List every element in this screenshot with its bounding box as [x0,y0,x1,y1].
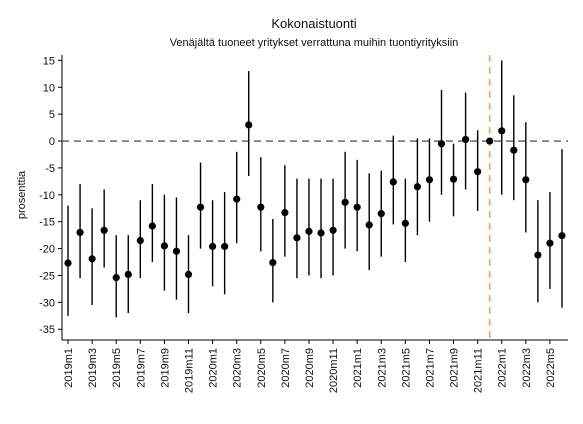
data-point [64,259,72,267]
y-tick-label: -5 [45,163,55,175]
y-tick-label: 5 [49,109,55,121]
data-point [221,242,229,251]
data-point [377,210,385,218]
y-tick-label: -35 [39,324,55,336]
x-tick-label: 2021m11 [473,348,485,393]
chart-subtitle: Venäjältä tuoneet yritykset verrattuna m… [170,37,459,49]
y-tick-label: -25 [39,270,55,282]
x-tick-label: 2021m9 [449,348,461,388]
x-tick-label: 2020m11 [328,348,340,393]
x-tick-label: 2020m7 [280,348,292,388]
data-point [365,221,373,229]
x-tick-label: 2019m5 [111,348,123,388]
data-point [413,183,422,191]
x-tick-label: 2020m9 [304,348,316,388]
x-tick-label: 2021m1 [352,348,364,388]
data-point [558,232,566,240]
plot-area: 15 10 5 0 -5 -10 -15 -20 -25 -30 -35 2019m1 2019m3 20… [39,55,568,393]
y-tick-label: -20 [39,244,55,256]
data-point [76,228,84,237]
chart-title: Kokonaistuonti [271,16,356,31]
x-tick-label: 2022m3 [521,348,533,388]
data-point [305,227,313,235]
data-point [100,226,108,234]
x-tick-label: 2020m1 [208,348,220,388]
x-tick-label: 2019m1 [63,348,75,388]
y-tick-label: -10 [39,190,55,202]
data-point [474,168,482,176]
data-point [498,127,506,135]
data-point [184,270,193,278]
data-point [401,219,409,227]
data-point [124,270,132,278]
data-point [353,203,361,211]
x-tick-label: 2019m7 [135,348,147,388]
data-point [160,242,169,250]
data-point [245,121,253,129]
data-point [546,239,554,247]
y-tick-label: -30 [39,297,55,309]
data-point [172,247,181,255]
data-point [425,176,434,184]
data-point [88,255,96,263]
y-tick-label: 10 [43,82,55,94]
data-point [510,146,518,154]
data-point [341,198,349,206]
x-tick-label: 2021m3 [376,348,388,388]
data-point [329,226,337,234]
data-point [136,236,144,245]
x-tick-label: 2020m5 [256,348,268,388]
x-tick-label: 2019m3 [87,348,99,388]
data-point [208,242,217,251]
data-point [486,137,494,145]
y-tick-label: 15 [43,55,55,67]
data-point [449,175,458,183]
y-axis-label: prosenttia [16,170,28,219]
data-point [148,222,156,230]
x-tick-label: 2022m5 [545,348,557,388]
x-tick-label: 2020m3 [232,348,244,388]
x-tick-label: 2022m1 [497,348,509,388]
data-point [257,203,265,211]
data-point [293,234,301,242]
x-tick-label: 2021m7 [424,348,436,388]
x-tick-label: 2021m5 [400,348,412,388]
x-tick-label: 2019m11 [184,348,196,393]
data-point [281,208,289,217]
data-point [461,135,470,144]
data-point [233,195,241,203]
y-tick-label: -15 [39,217,55,229]
y-tick-label: 0 [49,136,55,148]
data-point [317,229,325,237]
data-point [112,274,120,282]
data-point [389,178,397,186]
data-point [534,251,542,259]
data-point [269,258,277,267]
data-point [437,140,446,148]
data-point [522,176,530,184]
data-point [196,203,205,211]
x-tick-label: 2019m9 [159,348,171,388]
